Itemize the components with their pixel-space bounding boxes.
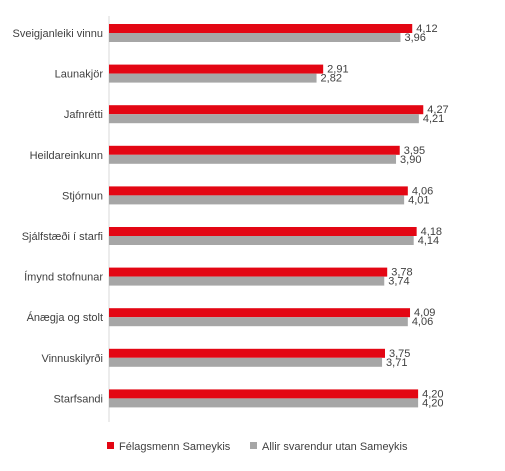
bar-sameyki	[109, 186, 408, 196]
bar-others	[109, 114, 419, 124]
category-label: Ímynd stofnunar	[24, 271, 103, 284]
category-label: Sjálfstæði í starfi	[22, 231, 103, 243]
data-label: 4,18	[421, 226, 442, 238]
data-label: 3,90	[400, 154, 421, 166]
data-label: 4,20	[422, 397, 443, 409]
data-label: 3,75	[389, 348, 410, 360]
bar-others	[109, 195, 405, 205]
category-label: Heildareinkunn	[30, 150, 103, 162]
bar-sameyki	[109, 267, 388, 277]
category-label: Stjórnun	[62, 190, 103, 202]
bar-others	[109, 317, 408, 327]
bar-sameyki	[109, 64, 324, 74]
category-label: Launakjör	[55, 69, 104, 81]
data-label: 2,82	[321, 73, 342, 85]
bar-sameyki	[109, 348, 385, 358]
data-label: 4,01	[408, 194, 429, 206]
bar-others	[109, 276, 385, 286]
bar-others	[109, 73, 317, 83]
category-label: Jafnrétti	[64, 109, 103, 121]
data-label: 3,78	[391, 267, 412, 279]
legend-swatch	[107, 442, 114, 449]
category-label: Starfsandi	[53, 393, 103, 405]
category-label: Sveigjanleiki vinnu	[13, 28, 104, 40]
plot-area: Sveigjanleiki vinnu 4,123,96 Launakjör 2,91…	[13, 16, 449, 422]
data-label: 4,06	[412, 316, 433, 328]
bar-others	[109, 154, 397, 164]
bar-others	[109, 236, 414, 245]
data-label: 2,91	[327, 64, 348, 76]
data-label: 4,06	[412, 185, 433, 197]
data-label: 3,71	[386, 357, 407, 369]
bar-sameyki	[109, 24, 413, 33]
data-label: 4,27	[427, 104, 448, 116]
bar-sameyki	[109, 308, 411, 318]
bar-sameyki	[109, 105, 424, 115]
bar-sameyki	[109, 389, 419, 399]
bar-others	[109, 33, 401, 42]
data-label: 4,14	[418, 235, 439, 247]
data-label: 4,12	[416, 23, 437, 35]
category-label: Ánægja og stolt	[27, 311, 103, 324]
category-label: Vinnuskilyrði	[41, 353, 103, 365]
bar-others	[109, 398, 419, 408]
bar-sameyki	[109, 145, 400, 155]
data-label: 4,20	[422, 388, 443, 400]
bar-sameyki	[109, 227, 417, 236]
data-label: 3,74	[388, 276, 409, 288]
data-label: 4,09	[414, 307, 435, 319]
bar-others	[109, 357, 383, 367]
data-label: 4,21	[423, 113, 444, 125]
legend-swatch	[250, 442, 257, 449]
data-label: 3,95	[404, 145, 425, 157]
data-label: 3,96	[404, 32, 425, 44]
legend-label: Allir svarendur utan Sameykis	[262, 441, 408, 453]
legend: Félagsmenn Sameykis Allir svarendur utan …	[107, 441, 408, 453]
legend-label: Félagsmenn Sameykis	[119, 441, 231, 453]
